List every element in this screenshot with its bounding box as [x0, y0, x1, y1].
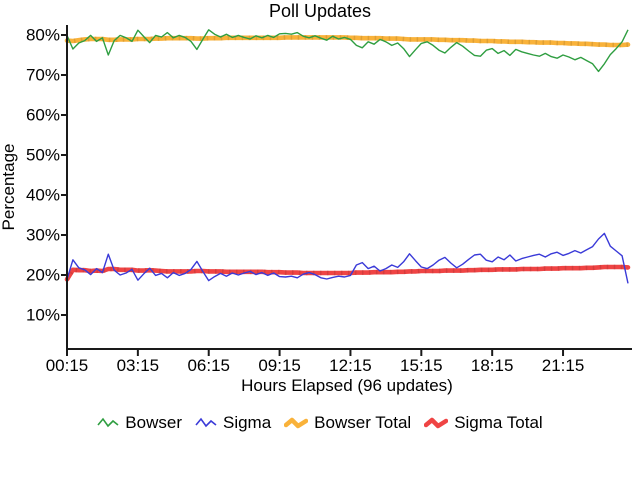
x-tick-label: 21:15	[542, 356, 585, 375]
chart-legend: Bowser Sigma Bowser Total Sigma Total	[0, 413, 640, 433]
total-series-lines	[64, 35, 631, 282]
y-tick-label: 40%	[26, 186, 60, 205]
x-axis-title: Hours Elapsed (96 updates)	[241, 376, 453, 395]
x-tick-label: 12:15	[329, 356, 372, 375]
legend-label-bowser-total: Bowser Total	[314, 413, 412, 432]
y-tick-label: 80%	[26, 26, 60, 45]
x-tick-label: 15:15	[400, 356, 443, 375]
sigma-line-icon	[195, 417, 217, 428]
x-tick-label: 06:15	[187, 356, 230, 375]
legend-label-sigma: Sigma	[222, 413, 272, 432]
legend-item-bowser: Bowser	[97, 413, 182, 433]
y-tick-label: 10%	[26, 306, 60, 325]
legend-item-bowser-total: Bowser Total	[284, 413, 411, 433]
y-tick-label: 20%	[26, 266, 60, 285]
y-tick-label: 60%	[26, 106, 60, 125]
legend-item-sigma: Sigma	[195, 413, 271, 433]
legend-item-sigma-total: Sigma Total	[424, 413, 543, 433]
update-series-lines	[66, 29, 629, 284]
chart-title: Poll Updates	[269, 1, 371, 21]
sigma-total-line-icon	[424, 417, 449, 429]
x-tick-label: 09:15	[258, 356, 301, 375]
y-axis-ticks: 10% 20% 30% 40% 50% 60% 70% 80%	[26, 26, 67, 325]
sigma-total-line-texture	[65, 264, 629, 281]
sigma-line	[66, 232, 629, 284]
x-tick-label: 03:15	[117, 356, 160, 375]
x-axis-ticks: 00:15 03:15 06:15 09:15 12:15 15:15 18:15 21:15	[46, 349, 585, 375]
bowser-line	[66, 29, 629, 73]
y-tick-label: 50%	[26, 146, 60, 165]
legend-label-sigma-total: Sigma Total	[454, 413, 543, 432]
y-axis-title: Percentage	[0, 144, 18, 231]
legend-label-bowser: Bowser	[125, 413, 182, 432]
bowser-line-icon	[97, 417, 119, 428]
y-tick-label: 70%	[26, 66, 60, 85]
bowser-total-line-texture	[66, 35, 629, 48]
y-tick-label: 30%	[26, 226, 60, 245]
x-tick-label: 00:15	[46, 356, 89, 375]
bowser-total-line-icon	[284, 417, 309, 429]
x-tick-label: 18:15	[471, 356, 514, 375]
